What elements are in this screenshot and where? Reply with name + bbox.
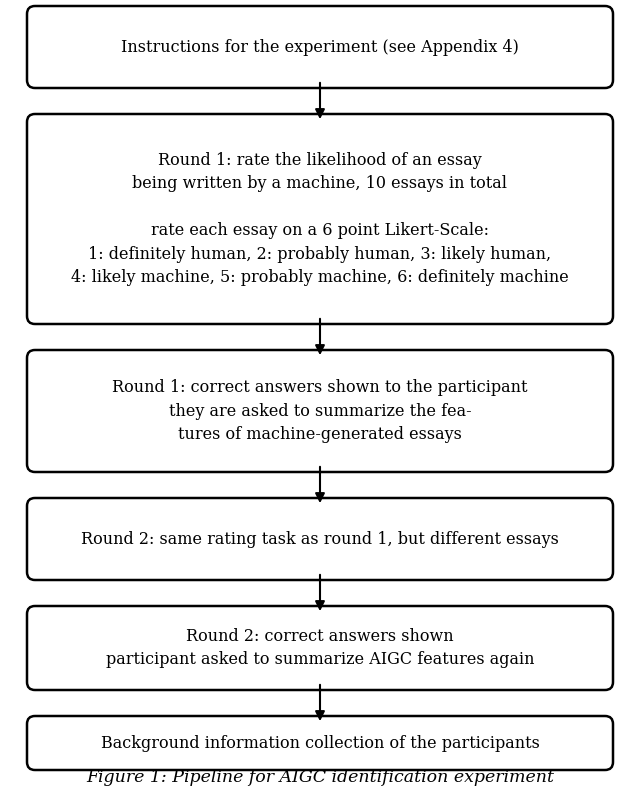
Text: Round 2: correct answers shown
participant asked to summarize AIGC features agai: Round 2: correct answers shown participa… [106,628,534,669]
FancyBboxPatch shape [27,606,613,690]
Text: Background information collection of the participants: Background information collection of the… [100,735,540,751]
FancyBboxPatch shape [27,716,613,770]
FancyBboxPatch shape [27,6,613,88]
Text: Round 1: rate the likelihood of an essay
being written by a machine, 10 essays i: Round 1: rate the likelihood of an essay… [71,152,569,286]
Text: Figure 1: Pipeline for AIGC identification experiment: Figure 1: Pipeline for AIGC identificati… [86,770,554,786]
FancyBboxPatch shape [27,498,613,580]
FancyBboxPatch shape [27,350,613,472]
Text: Round 2: same rating task as round 1, but different essays: Round 2: same rating task as round 1, bu… [81,530,559,548]
Text: Instructions for the experiment (see Appendix 4): Instructions for the experiment (see App… [121,38,519,56]
Text: Round 1: correct answers shown to the participant
they are asked to summarize th: Round 1: correct answers shown to the pa… [112,379,528,443]
FancyBboxPatch shape [27,114,613,324]
